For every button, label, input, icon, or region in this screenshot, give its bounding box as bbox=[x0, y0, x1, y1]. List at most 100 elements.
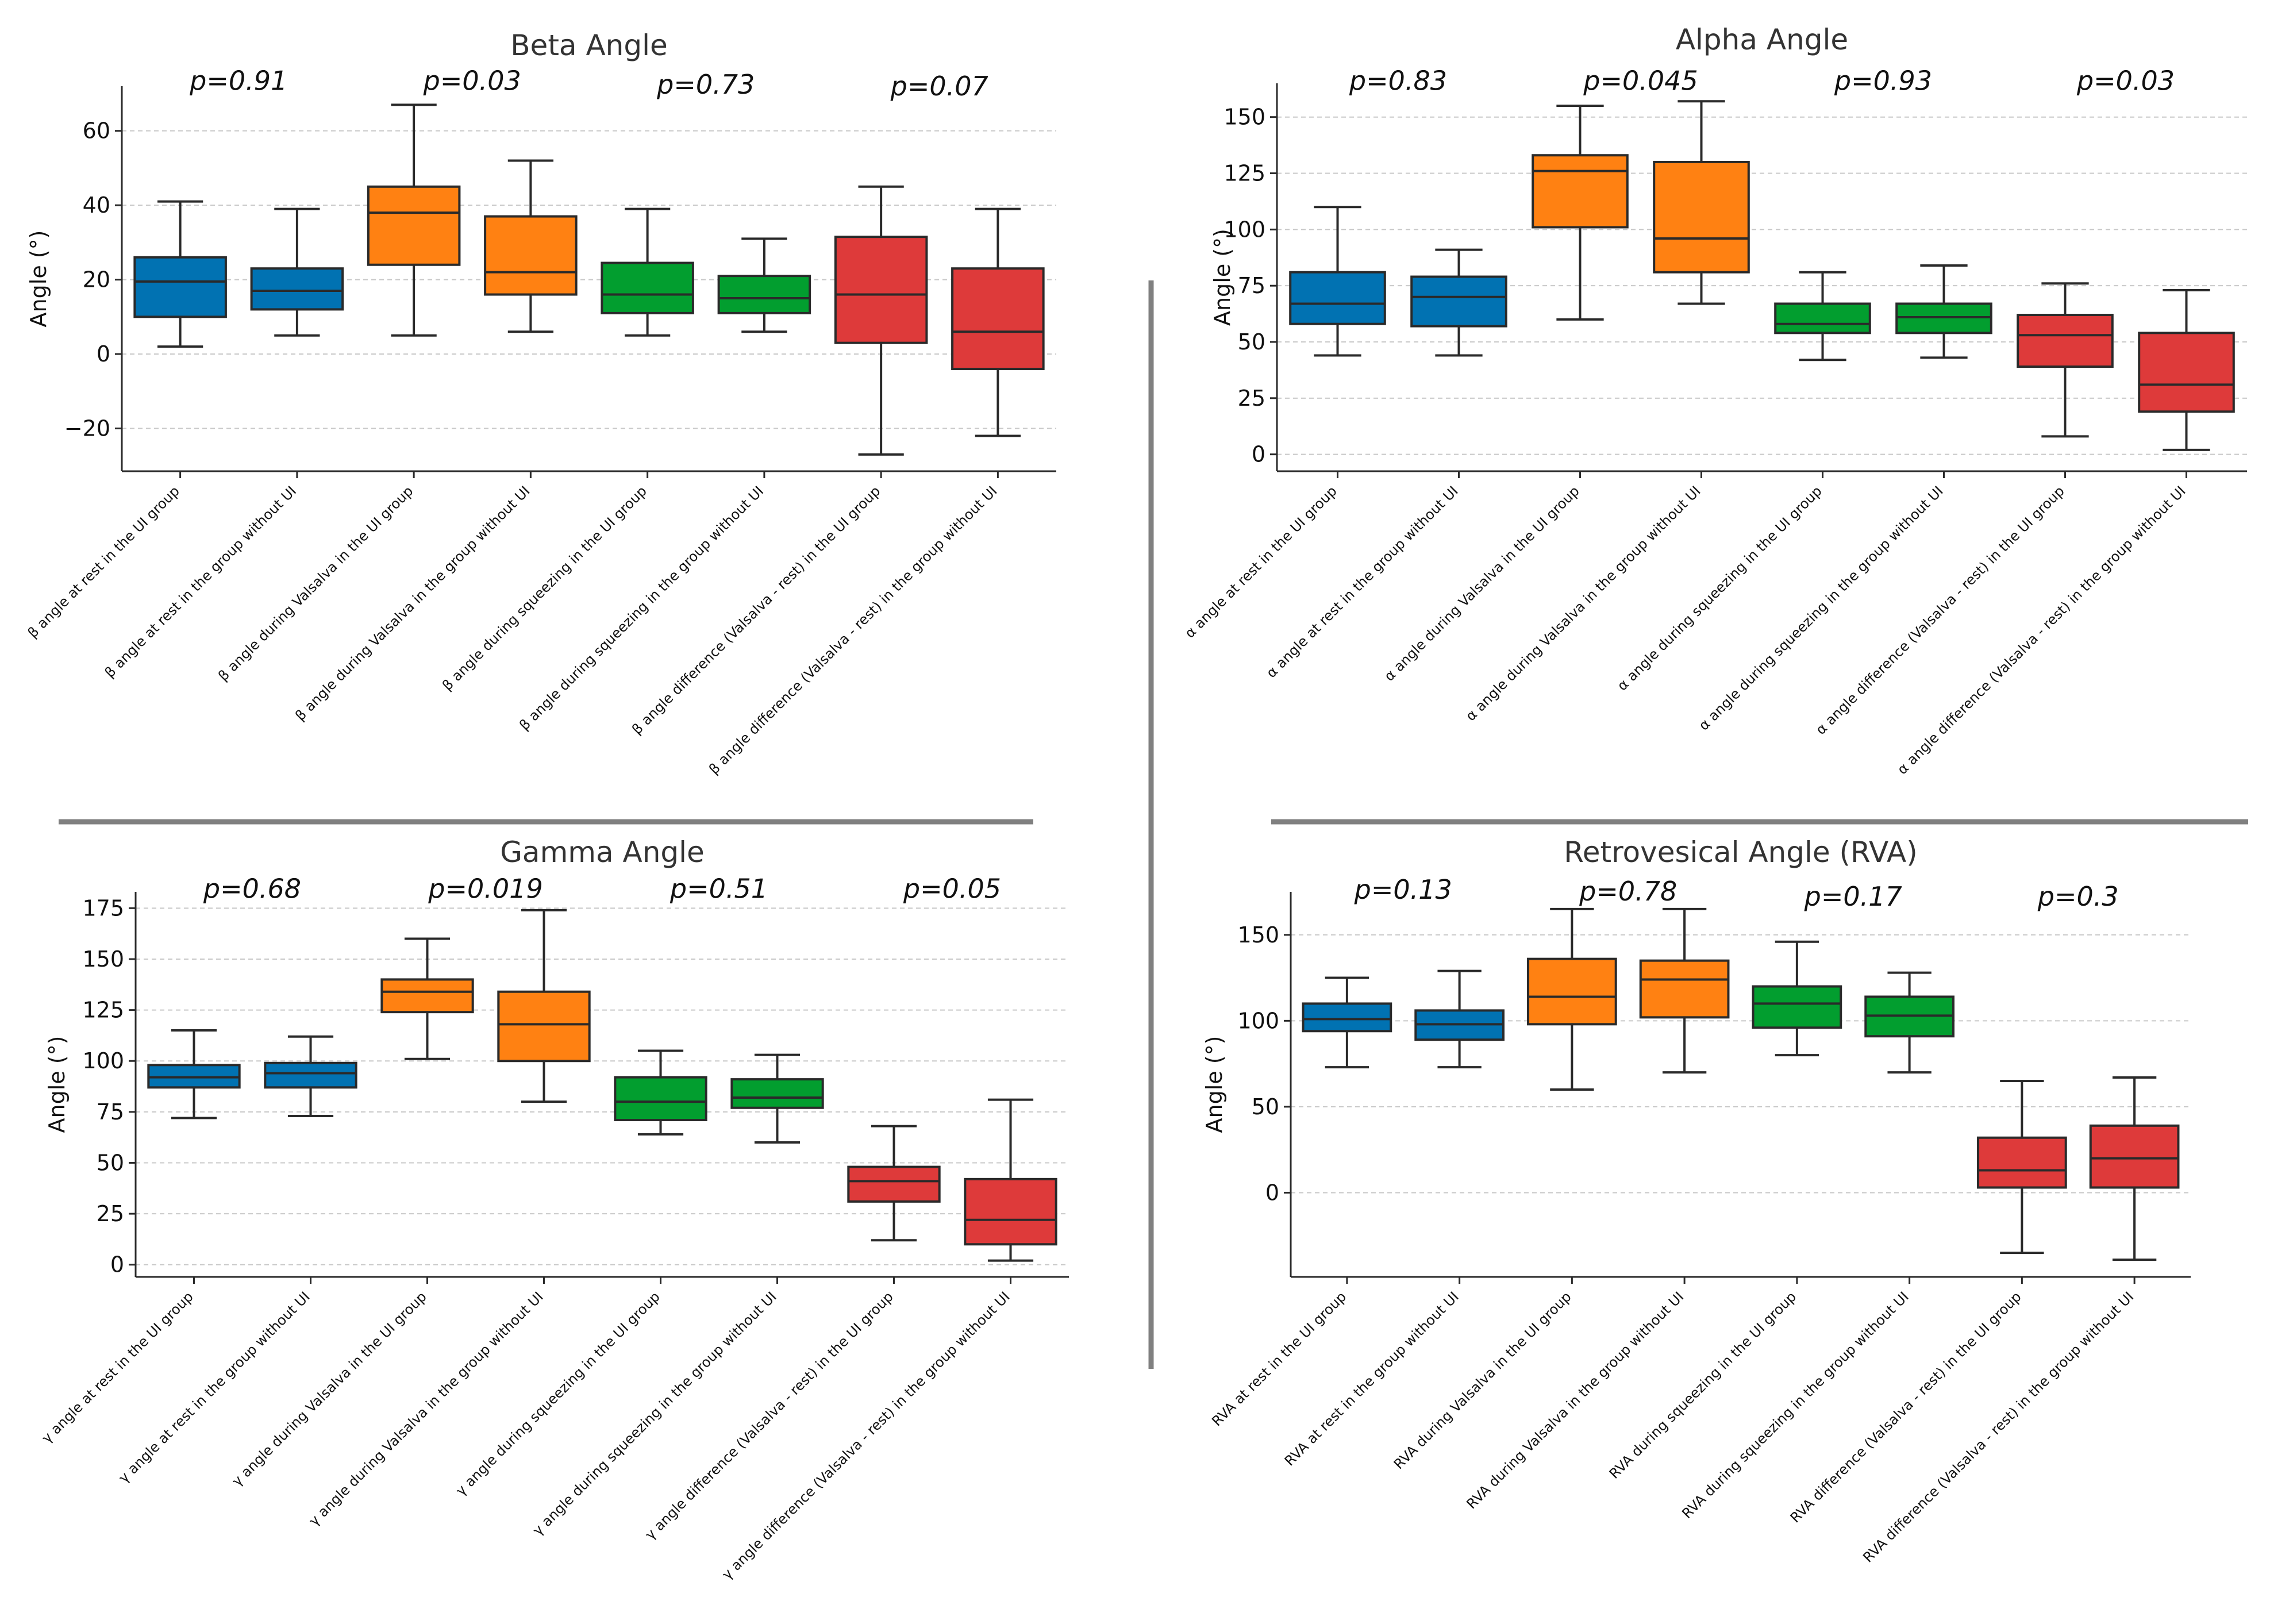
y-tick-label: 40 bbox=[83, 193, 110, 218]
box-3 bbox=[367, 185, 461, 266]
gamma-angle-panel: 0 25 50 75 100 125 150 175 γ angle at rest in th… bbox=[39, 836, 1069, 1583]
y-tick-label: 100 bbox=[1224, 217, 1265, 242]
chart-title: Retrovesical Angle (RVA) bbox=[1564, 836, 1918, 869]
y-tick-label: 50 bbox=[1252, 1094, 1279, 1119]
category-label: γ angle during Valsalva in the UI group bbox=[229, 1288, 429, 1489]
category-label: γ angle difference (Valsalva - rest) in … bbox=[642, 1288, 896, 1542]
p-value-annotation: p=0.91 bbox=[189, 65, 287, 96]
category-label: γ angle during Valsalva in the group wit… bbox=[306, 1288, 546, 1529]
box-1 bbox=[1289, 271, 1386, 325]
chart-title: Alpha Angle bbox=[1676, 23, 1848, 56]
box-4 bbox=[1639, 959, 1730, 1019]
category-label: α angle difference (Valsalva - rest) in … bbox=[1813, 483, 2068, 738]
y-tick-label: 75 bbox=[1238, 273, 1265, 298]
p-value-annotation: p=0.17 bbox=[1804, 881, 1902, 912]
y-tick-label: 0 bbox=[97, 341, 110, 367]
box-7 bbox=[2017, 314, 2114, 368]
box-2 bbox=[1410, 275, 1507, 328]
category-label: RVA during squeezing in the group withou… bbox=[1679, 1288, 1912, 1522]
category-label: γ angle during squeezing in the UI group bbox=[453, 1288, 663, 1499]
category-label: β angle difference (Valsalva - rest) in … bbox=[629, 483, 883, 737]
y-tick-label: 0 bbox=[1252, 442, 1265, 467]
box-8 bbox=[951, 267, 1045, 370]
y-tick-label: 100 bbox=[82, 1048, 124, 1073]
box-3 bbox=[1527, 957, 1617, 1026]
p-value-annotation: p=0.83 bbox=[1349, 66, 1447, 97]
y-tick-label: 20 bbox=[83, 267, 110, 293]
category-label: β angle during Valsalva in the group wit… bbox=[292, 483, 533, 724]
y-axis-label: Angle (°) bbox=[1210, 229, 1235, 326]
box-3 bbox=[1532, 154, 1629, 229]
y-axis-label: Angle (°) bbox=[44, 1036, 70, 1133]
box-2 bbox=[250, 267, 344, 311]
box-8 bbox=[2089, 1124, 2180, 1189]
y-tick-label: 75 bbox=[97, 1099, 124, 1125]
p-value-annotation: p=0.93 bbox=[1834, 66, 1932, 97]
p-value-annotation: p=0.05 bbox=[903, 873, 1001, 905]
y-tick-label: 100 bbox=[1237, 1008, 1279, 1033]
box-8 bbox=[964, 1177, 1057, 1246]
y-axis-label: Angle (°) bbox=[26, 230, 51, 328]
box-4 bbox=[484, 215, 578, 296]
p-value-annotation: p=0.73 bbox=[656, 69, 755, 100]
category-label: γ angle during squeezing in the group wi… bbox=[530, 1288, 780, 1538]
y-tick-label: 50 bbox=[1238, 329, 1265, 355]
box-6 bbox=[730, 1078, 824, 1109]
y-axis-label: Angle (°) bbox=[1202, 1036, 1227, 1133]
box-4 bbox=[1653, 160, 1750, 274]
category-label: α angle during Valsalva in the group wit… bbox=[1463, 483, 1704, 724]
category-label: RVA during Valsalva in the UI group bbox=[1391, 1288, 1575, 1472]
box-7 bbox=[1977, 1136, 2067, 1189]
panel-dividers bbox=[59, 280, 2248, 1369]
box-1 bbox=[133, 256, 227, 318]
category-label: RVA during squeezing in the UI group bbox=[1606, 1288, 1799, 1481]
p-value-annotation: p=0.13 bbox=[1354, 874, 1452, 905]
box-5 bbox=[614, 1076, 707, 1122]
category-label: RVA at rest in the group without UI bbox=[1282, 1288, 1462, 1469]
y-tick-label: 25 bbox=[1238, 386, 1265, 411]
y-tick-label: 125 bbox=[1224, 161, 1265, 186]
p-value-annotation: p=0.51 bbox=[670, 873, 768, 905]
box-5 bbox=[601, 261, 694, 314]
category-label: α angle during squeezing in the UI group bbox=[1614, 483, 1825, 694]
p-value-annotation: p=0.03 bbox=[2076, 66, 2175, 97]
category-label: γ angle at rest in the group without UI bbox=[116, 1288, 313, 1486]
category-label: RVA difference (Valsalva - rest) in the … bbox=[1860, 1288, 2137, 1565]
category-label: α angle difference (Valsalva - rest) in … bbox=[1894, 483, 2189, 778]
p-value-annotation: p=0.045 bbox=[1583, 66, 1698, 97]
y-tick-label: −20 bbox=[64, 416, 110, 441]
category-label: β angle during Valsalva in the UI group bbox=[215, 483, 416, 684]
box-7 bbox=[834, 236, 928, 344]
box-2 bbox=[264, 1061, 357, 1089]
category-label: RVA difference (Valsalva - rest) in the … bbox=[1787, 1288, 2025, 1526]
box-1 bbox=[1302, 1002, 1392, 1033]
y-tick-label: 0 bbox=[1265, 1180, 1279, 1205]
box-3 bbox=[380, 978, 474, 1014]
p-value-annotation: p=0.78 bbox=[1579, 876, 1677, 907]
p-value-annotation: p=0.3 bbox=[2037, 881, 2119, 912]
category-label: RVA at rest in the UI group bbox=[1209, 1288, 1349, 1429]
y-tick-label: 175 bbox=[82, 895, 124, 921]
category-label: α angle during Valsalva in the UI group bbox=[1381, 483, 1582, 684]
chart-title: Beta Angle bbox=[510, 29, 668, 62]
y-tick-label: 50 bbox=[97, 1150, 124, 1175]
y-tick-label: 150 bbox=[1224, 105, 1265, 130]
category-label: RVA during Valsalva in the group without… bbox=[1463, 1288, 1687, 1512]
y-tick-label: 125 bbox=[82, 998, 124, 1023]
category-label: β angle during squeezing in the group wi… bbox=[516, 483, 767, 733]
box-5 bbox=[1752, 985, 1842, 1029]
y-tick-label: 25 bbox=[97, 1201, 124, 1226]
y-tick-label: 60 bbox=[83, 118, 110, 144]
box-7 bbox=[847, 1165, 941, 1203]
box-5 bbox=[1774, 302, 1871, 334]
box-6 bbox=[717, 275, 811, 314]
category-label: β angle at rest in the group without UI bbox=[102, 483, 299, 680]
category-label: β angle difference (Valsalva - rest) in … bbox=[706, 483, 1000, 777]
p-value-annotation: p=0.68 bbox=[203, 873, 301, 905]
category-label: β angle during squeezing in the UI group bbox=[439, 483, 650, 694]
p-value-annotation: p=0.07 bbox=[890, 71, 988, 102]
